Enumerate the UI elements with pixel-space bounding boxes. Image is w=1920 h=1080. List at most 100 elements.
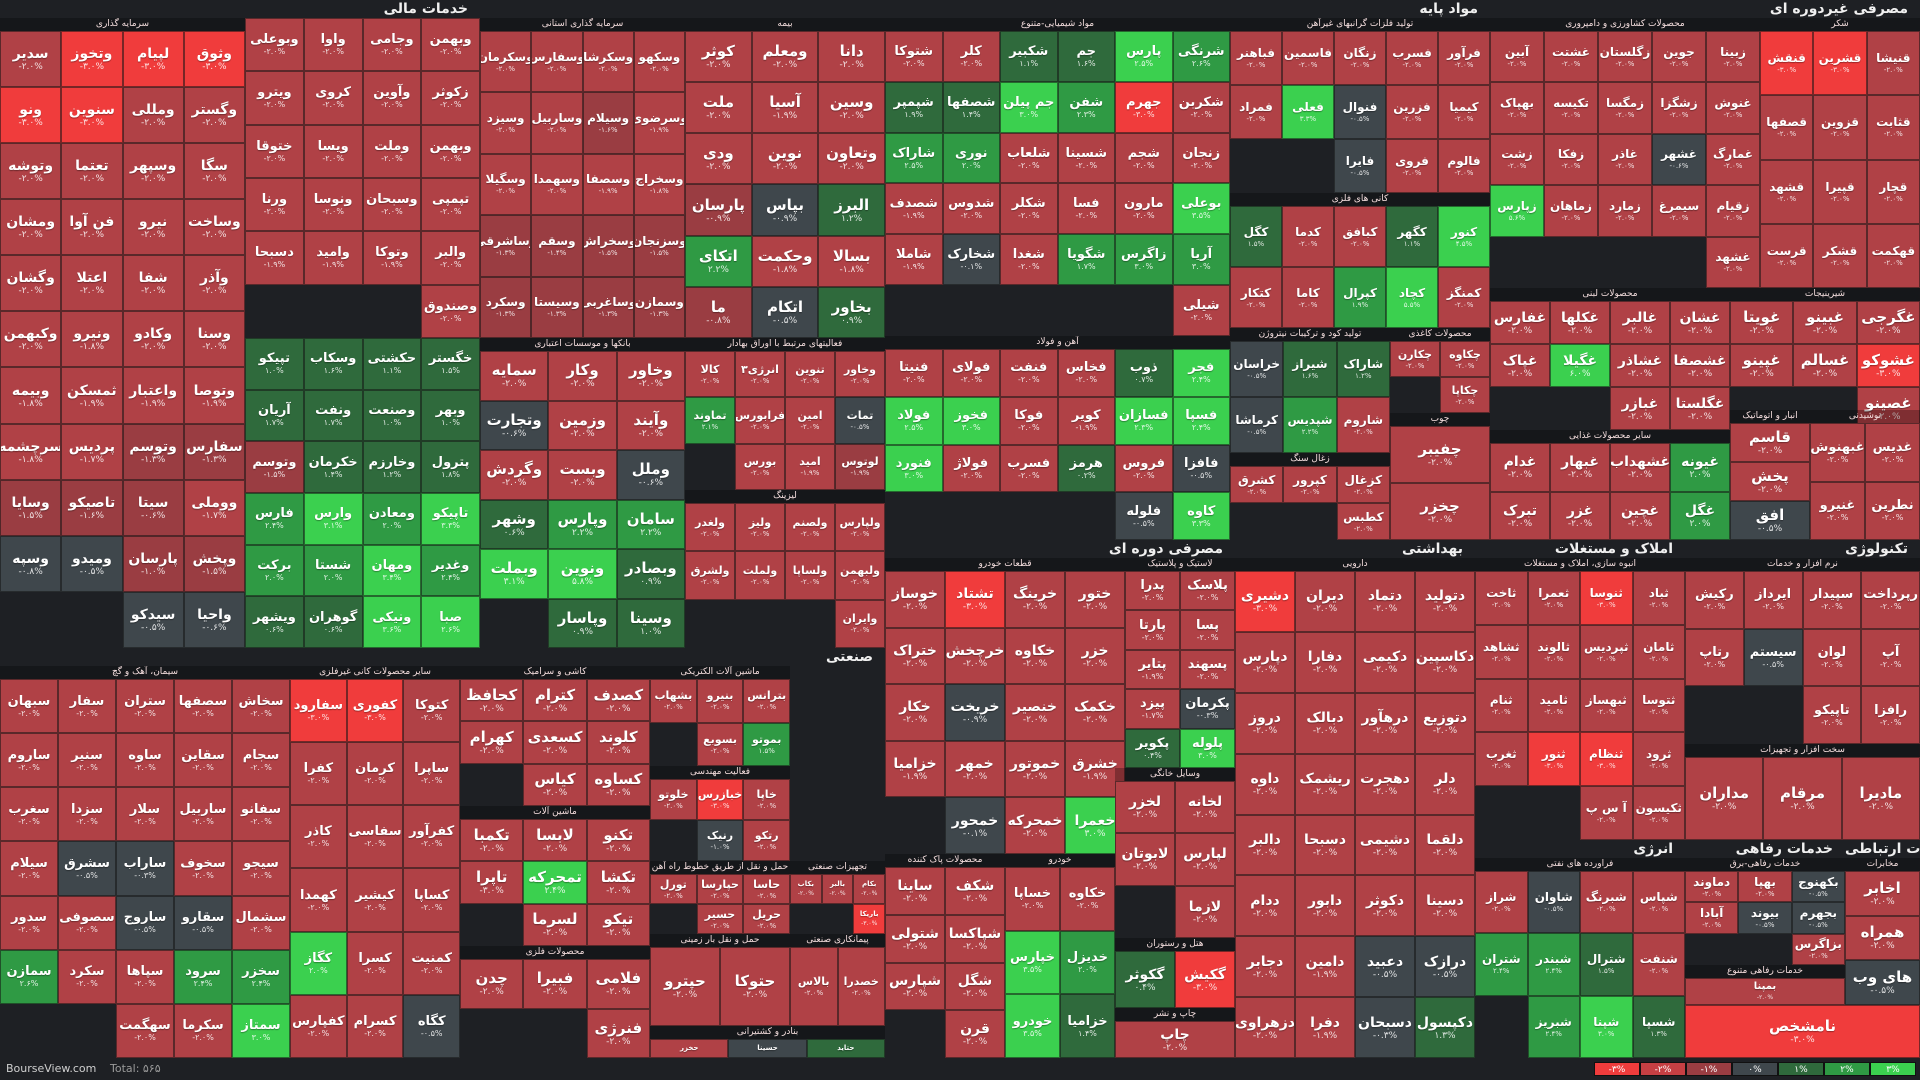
stock-tile[interactable]: ریشمک -۲.۰% <box>1295 753 1355 815</box>
stock-tile[interactable]: وساشرقی-۱.۳% <box>480 215 532 277</box>
stock-tile[interactable]: دسبحا -۱.۹% <box>245 231 304 285</box>
stock-tile[interactable]: سصوفی -۲.۰% <box>58 895 116 950</box>
industry-title[interactable]: فعالیت مهندسی <box>650 766 790 779</box>
stock-tile[interactable]: پتایر -۱.۹% <box>1125 649 1180 690</box>
stock-tile[interactable]: خوساز -۲.۰% <box>885 571 945 628</box>
stock-tile[interactable]: ثالوند -۲.۰% <box>1527 624 1580 679</box>
stock-tile[interactable]: ومعادن ۲.۰% <box>362 492 422 545</box>
stock-tile[interactable]: خمهر -۲.۰% <box>945 740 1005 798</box>
sector-title[interactable]: تکنولوژی <box>1685 540 1920 558</box>
stock-tile[interactable]: خدیزل ۲.۰% <box>1060 930 1115 995</box>
stock-tile[interactable]: سیتا -۰.۶% <box>122 479 184 536</box>
stock-tile[interactable]: ووملی -۱.۷% <box>183 479 245 536</box>
stock-tile[interactable]: غشان -۲.۰% <box>1670 301 1730 344</box>
stock-tile[interactable]: سفار -۲.۰% <box>58 679 116 734</box>
stock-tile[interactable]: زفکا -۲.۰% <box>1544 133 1598 186</box>
stock-tile[interactable]: وشهر ۰.۶% <box>480 499 549 549</box>
stock-tile[interactable]: غشوکو -۳.۰% <box>1856 344 1920 387</box>
stock-tile[interactable]: نطرین -۲.۰% <box>1865 481 1920 540</box>
stock-tile[interactable]: قچار -۲.۰% <box>1866 159 1920 224</box>
stock-tile[interactable]: خپارس ۳.۵% <box>1005 930 1060 995</box>
stock-tile[interactable]: لوتوس -۱.۹% <box>835 443 885 490</box>
stock-tile[interactable]: ثغرب -۲.۰% <box>1475 732 1528 787</box>
stock-tile[interactable]: درازک -۰.۵% <box>1415 936 1475 998</box>
stock-tile[interactable]: خودرو ۳.۵% <box>1005 994 1060 1058</box>
industry-title[interactable]: تجهیزات صنعتی <box>790 861 885 874</box>
stock-tile[interactable]: فسرب -۲.۰% <box>1386 31 1438 85</box>
stock-tile[interactable]: شستا ۲.۰% <box>303 544 363 597</box>
stock-tile[interactable]: تکمبا -۲.۰% <box>460 819 524 862</box>
stock-tile[interactable]: وبهر ۱.۰% <box>421 389 480 442</box>
stock-tile[interactable]: شکربن -۲.۰% <box>1172 81 1230 133</box>
stock-tile[interactable]: شیلی -۲.۰% <box>1172 285 1230 336</box>
stock-tile[interactable]: شبندر ۲.۴% <box>1527 933 1580 996</box>
stock-tile[interactable]: وحکمت -۱.۸% <box>751 235 819 287</box>
stock-tile[interactable]: ثنام -۲.۰% <box>1475 678 1528 733</box>
stock-tile[interactable]: چاپ -۲.۰% <box>1115 1021 1235 1058</box>
stock-tile[interactable]: دکوثر -۲.۰% <box>1355 875 1415 937</box>
industry-title[interactable]: خودرو <box>1005 854 1115 867</box>
stock-tile[interactable]: کتوکا -۲.۰% <box>403 679 460 743</box>
stock-tile[interactable]: وگستر -۲.۰% <box>183 87 245 144</box>
stock-tile[interactable]: تکیسه -۲.۰% <box>1544 82 1598 134</box>
stock-tile[interactable]: وآوین -۲.۰% <box>362 71 422 125</box>
stock-tile[interactable]: رپرداخت -۲.۰% <box>1861 571 1920 629</box>
stock-tile[interactable]: غشهد -۲.۰% <box>1706 236 1760 288</box>
stock-tile[interactable]: ولغدر -۲.۰% <box>685 503 735 552</box>
stock-tile[interactable]: فعلی ۳.۳% <box>1282 85 1334 139</box>
stock-tile[interactable]: وبیمه -۱.۸% <box>0 367 62 424</box>
stock-tile[interactable]: زماهان -۲.۰% <box>1544 185 1598 237</box>
stock-tile[interactable]: شجم -۲.۰% <box>1115 132 1173 184</box>
stock-tile[interactable]: رتاپ -۲.۰% <box>1685 628 1744 687</box>
stock-tile[interactable]: بورس -۲.۰% <box>735 443 785 490</box>
stock-tile[interactable]: بجهرم -۰.۵% <box>1791 902 1845 934</box>
stock-tile[interactable]: پارس ۲.۵% <box>1115 31 1173 82</box>
stock-tile[interactable]: بزاگرس -۲.۰% <box>1791 933 1845 965</box>
stock-tile[interactable]: سمازن ۲.۶% <box>0 949 58 1004</box>
stock-tile[interactable]: فنرژی -۲.۰% <box>586 1008 650 1058</box>
stock-tile[interactable]: چدن -۲.۰% <box>460 959 524 1009</box>
stock-tile[interactable]: وسکهو -۲.۰% <box>633 31 685 93</box>
stock-tile[interactable]: وبصادر ۰.۹% <box>616 549 685 599</box>
stock-tile[interactable]: قنیشا -۲.۰% <box>1866 31 1920 96</box>
stock-tile[interactable]: زکوثر -۲.۰% <box>421 71 480 125</box>
stock-tile[interactable]: قاسم -۲.۰% <box>1730 423 1810 462</box>
stock-tile[interactable]: زبینا -۲.۰% <box>1706 31 1760 83</box>
industry-title[interactable]: سرمایه گذاری استانی <box>480 18 685 31</box>
stock-tile[interactable]: خلوتو -۲.۰% <box>650 779 697 820</box>
industry-title[interactable]: آهن و فولاد <box>885 336 1230 349</box>
stock-tile[interactable]: بکاب -۲.۰% <box>790 874 822 904</box>
stock-tile[interactable]: ولپارس -۲.۰% <box>835 503 885 552</box>
stock-tile[interactable]: خموتور -۲.۰% <box>1005 740 1065 798</box>
stock-tile[interactable]: ودی -۲.۰% <box>685 133 752 185</box>
stock-tile[interactable]: خکاوه -۲.۰% <box>1005 627 1065 685</box>
stock-tile[interactable]: کهمدا -۲.۰% <box>290 868 347 932</box>
stock-tile[interactable]: کپرور -۲.۰% <box>1283 466 1337 503</box>
industry-title[interactable]: لاستیک و پلاستیک <box>1125 558 1235 571</box>
stock-tile[interactable]: فافزا -۰.۵% <box>1172 444 1230 493</box>
industry-title[interactable]: سرمایه گذاری <box>0 18 245 31</box>
stock-tile[interactable]: کصدف -۲.۰% <box>586 679 650 722</box>
stock-tile[interactable]: حخزر <box>650 1039 729 1058</box>
stock-tile[interactable]: شصدف -۱.۹% <box>885 183 943 235</box>
stock-tile[interactable]: کگهر ۱.۱% <box>1386 206 1438 267</box>
stock-tile[interactable]: کاذر -۲.۰% <box>290 805 347 869</box>
stock-tile[interactable]: امید -۱.۹% <box>785 443 835 490</box>
stock-tile[interactable]: ثاخت -۲.۰% <box>1475 571 1528 625</box>
stock-tile[interactable]: وارس ۳.۱% <box>303 492 363 545</box>
stock-tile[interactable]: غمارگ -۲.۰% <box>1706 133 1760 186</box>
stock-tile[interactable]: خاپا -۲.۰% <box>743 779 790 820</box>
industry-title[interactable]: لیزینگ <box>685 490 885 503</box>
stock-tile[interactable]: وگشان -۲.۰% <box>0 255 62 312</box>
stock-tile[interactable]: وملت -۲.۰% <box>362 124 422 178</box>
stock-tile[interactable]: وپارس ۲.۲% <box>548 499 617 549</box>
stock-tile[interactable]: درهآور -۲.۰% <box>1355 692 1415 754</box>
stock-tile[interactable]: سکرد -۲.۰% <box>58 949 116 1004</box>
stock-tile[interactable]: مارون -۲.۰% <box>1115 183 1173 235</box>
stock-tile[interactable]: غنوش -۲.۰% <box>1706 82 1760 134</box>
stock-tile[interactable]: ما -۰.۸% <box>685 286 752 338</box>
stock-tile[interactable]: بالبر -۲.۰% <box>821 874 854 904</box>
stock-tile[interactable]: کسعدی -۲.۰% <box>523 721 587 764</box>
stock-tile[interactable]: کوثر -۲.۰% <box>685 31 752 83</box>
stock-tile[interactable]: دلر -۲.۰% <box>1415 753 1475 815</box>
